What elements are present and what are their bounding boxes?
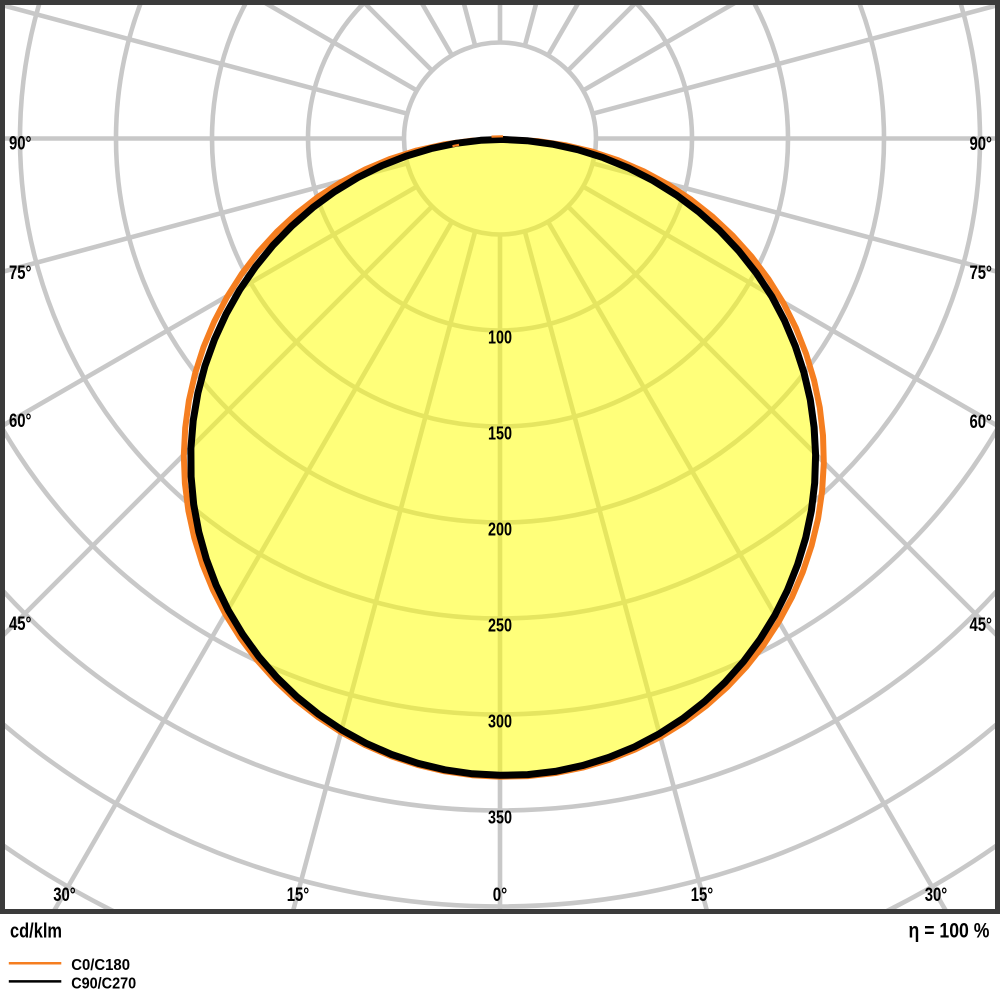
svg-text:75°: 75°	[970, 263, 993, 284]
svg-text:C90/C270: C90/C270	[71, 976, 136, 993]
svg-text:250: 250	[488, 615, 512, 636]
svg-text:0°: 0°	[493, 885, 508, 906]
svg-text:300: 300	[488, 711, 512, 732]
svg-text:90°: 90°	[970, 134, 993, 155]
svg-text:45°: 45°	[9, 614, 32, 635]
svg-text:30°: 30°	[53, 885, 76, 906]
svg-text:200: 200	[488, 519, 512, 540]
svg-text:150: 150	[488, 423, 512, 444]
svg-text:η = 100 %: η = 100 %	[909, 919, 990, 942]
svg-text:30°: 30°	[925, 885, 948, 906]
svg-text:350: 350	[488, 807, 512, 828]
svg-text:15°: 15°	[287, 885, 310, 906]
svg-text:15°: 15°	[691, 885, 714, 906]
svg-text:60°: 60°	[970, 412, 993, 433]
svg-text:45°: 45°	[970, 615, 993, 636]
svg-text:75°: 75°	[9, 263, 32, 284]
svg-text:60°: 60°	[9, 411, 32, 432]
svg-text:C0/C180: C0/C180	[71, 957, 130, 974]
svg-text:100: 100	[488, 327, 512, 348]
svg-text:cd/klm: cd/klm	[10, 920, 62, 942]
svg-text:90°: 90°	[9, 133, 32, 154]
